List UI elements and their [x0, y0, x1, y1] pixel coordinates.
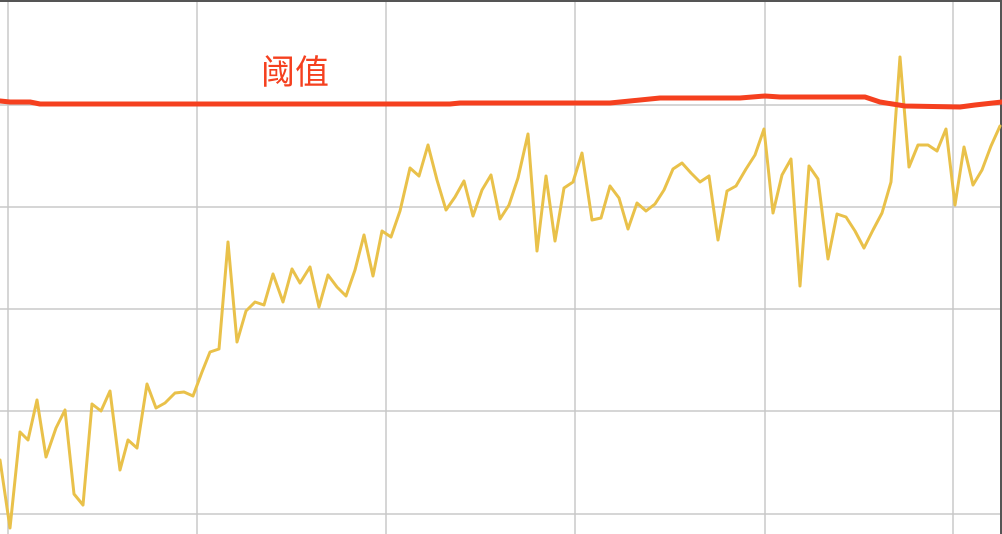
annotation: 阈值	[261, 53, 329, 93]
series-line	[0, 93, 1002, 110]
series-line	[0, 55, 1002, 530]
